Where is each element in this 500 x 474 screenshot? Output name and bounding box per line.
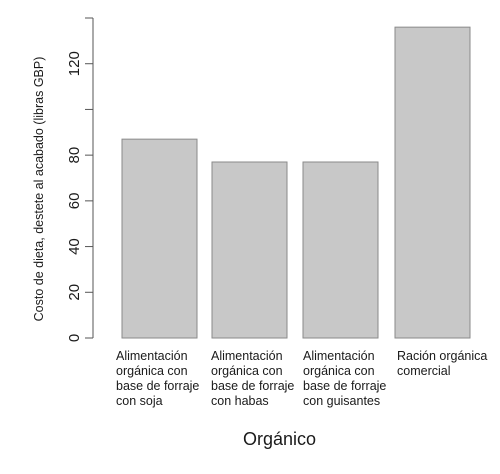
y-tick-label: 120 <box>66 51 83 76</box>
x-tick-label: Alimentación orgánica con base de forraje c… <box>116 349 200 408</box>
y-tick-label: 80 <box>66 147 83 164</box>
bars <box>121 26 471 339</box>
x-axis-label: Orgánico <box>243 429 317 449</box>
bar <box>121 138 198 339</box>
bar <box>211 161 288 339</box>
y-tick-label: 40 <box>66 238 83 255</box>
y-axis: 0 20 40 60 80 120 <box>66 17 94 342</box>
x-tick-label: Ración orgánica comercial <box>397 349 488 378</box>
y-axis-label: Costo de dieta, destete al acabado (libr… <box>32 57 46 322</box>
y-tick-label: 60 <box>66 193 83 210</box>
x-tick-label: Alimentación orgánica con base de forraje c… <box>303 349 387 408</box>
bar <box>302 161 379 339</box>
y-tick-label: 20 <box>66 284 83 301</box>
x-tick-label: Alimentación orgánica con base de forraje c… <box>211 349 295 408</box>
y-tick-label: 0 <box>66 334 83 342</box>
bar <box>394 26 471 339</box>
